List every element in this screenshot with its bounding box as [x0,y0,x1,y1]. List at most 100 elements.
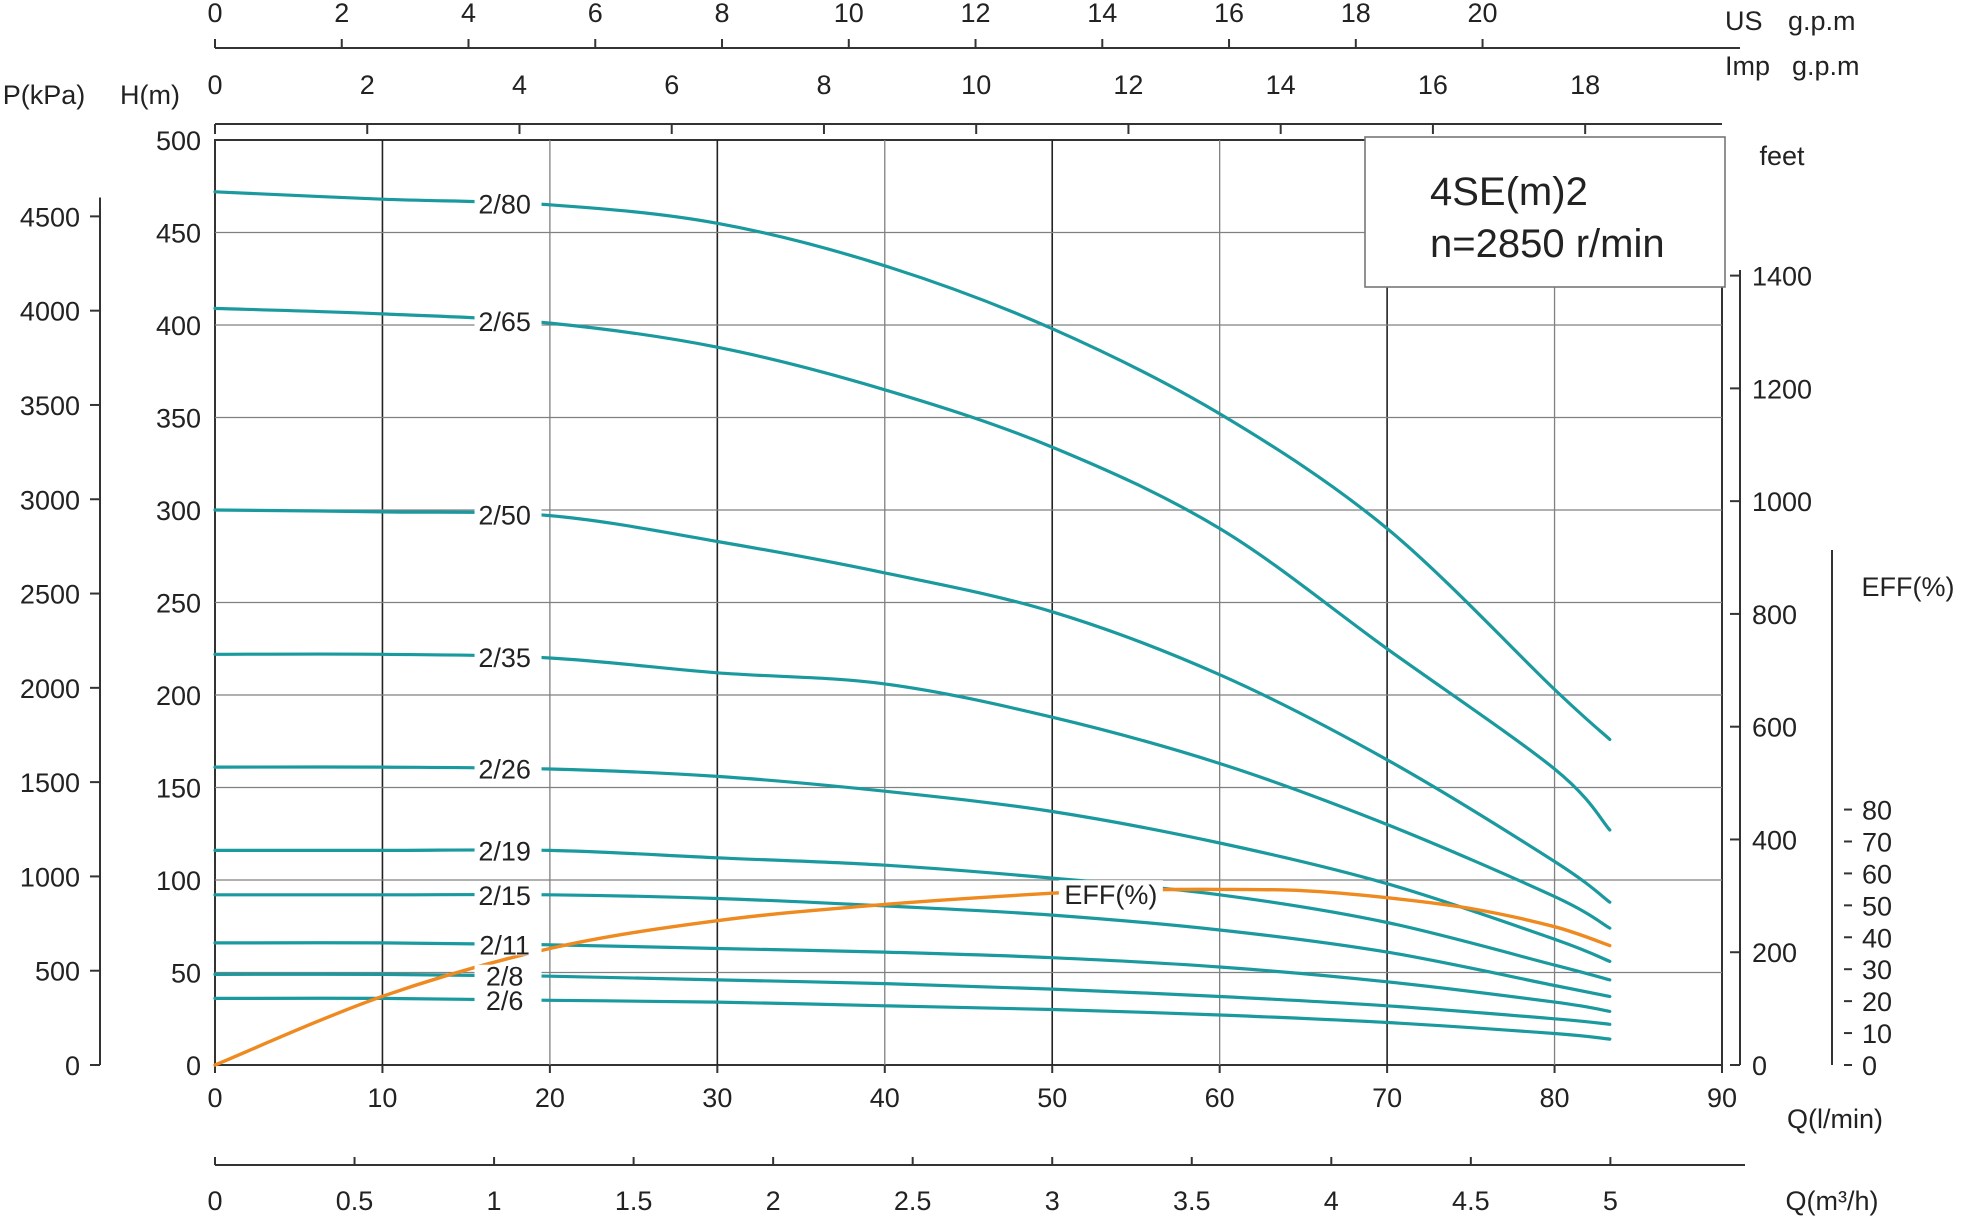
y-tick-label: 350 [156,404,201,434]
us-gpm-tick-label: 8 [715,0,730,28]
y-axis-label: H(m) [120,80,180,110]
curve-label-gap [474,988,542,1011]
us-gpm-label-gpm: g.p.m [1788,6,1856,36]
kpa-tick-label: 0 [65,1051,80,1081]
m3h-tick-label: 2 [766,1186,781,1216]
kpa-tick-label: 4000 [20,297,80,327]
curve-label-gap [474,309,542,332]
curve-label-2-26: 2/26 [478,755,531,785]
imp-gpm-tick-label: 12 [1113,70,1143,100]
chart-title: 4SE(m)2 [1430,170,1588,214]
m3h-tick-label: 2.5 [894,1186,932,1216]
model-info-box: 4SE(m)2 n=2850 r/min [1364,136,1726,288]
curve-label-gap [474,192,542,215]
axes-layer: 0 10 20 30 40 50 60 70 80 90Q(l/min)0 0.5 1 1.5 2 2.5 3… [3,0,1955,1216]
eff-axis-label: EFF(%) [1862,572,1955,602]
m3h-tick-label: 3 [1045,1186,1060,1216]
us-gpm-tick-label: 6 [588,0,603,28]
imp-gpm-tick-label: 16 [1418,70,1448,100]
us-gpm-tick-label: 2 [334,0,349,28]
kpa-tick-label: 3500 [20,391,80,421]
grid-layer [214,139,1723,1066]
kpa-tick-label: 4500 [20,202,80,232]
curve-label-gap [474,646,542,669]
eff-tick-label: 30 [1862,955,1892,985]
y-tick-label: 400 [156,311,201,341]
us-gpm-tick-label: 20 [1468,0,1498,28]
head-curve-2-19 [213,848,1612,982]
m3h-tick-label: 1 [487,1186,502,1216]
label-layer: 2/80 2/65 2/50 2/35 2/26 2/19 2/15 2/112/82/6 EF… [474,189,1163,1016]
x-tick-label: 30 [702,1083,732,1113]
m3h-tick-label: 0.5 [336,1186,374,1216]
y-tick-label: 450 [156,219,201,249]
imp-gpm-tick-label: 10 [961,70,991,100]
feet-tick-label: 1000 [1752,487,1812,517]
kpa-tick-label: 3000 [20,485,80,515]
imp-gpm-tick-label: 4 [512,70,527,100]
kpa-tick-label: 2000 [20,674,80,704]
x-axis-label: Q(l/min) [1787,1104,1883,1134]
curve-label-2-8: 2/8 [486,962,524,992]
head-curve-2-11 [213,941,1612,1013]
us-gpm-tick-label: 4 [461,0,476,28]
curve-label-2-65: 2/65 [478,307,531,337]
feet-tick-label: 200 [1752,938,1797,968]
m3h-tick-label: 5 [1603,1186,1618,1216]
feet-tick-label: 800 [1752,600,1797,630]
curve-layer [213,190,1612,1067]
imp-gpm-tick-label: 6 [664,70,679,100]
curve-label-2-50: 2/50 [478,501,531,531]
head-curve-2-50 [213,508,1612,904]
x-tick-label: 90 [1707,1083,1737,1113]
curve-label-gap [474,839,542,862]
m3h-tick-label: 4 [1324,1186,1339,1216]
curve-label-gap [474,964,542,987]
x-tick-label: 20 [535,1083,565,1113]
head-curve-2-65 [213,306,1612,832]
curve-label-2-11: 2/11 [479,930,530,960]
kpa-tick-label: 1000 [20,862,80,892]
m3h-tick-label: 1.5 [615,1186,653,1216]
y-tick-label: 150 [156,774,201,804]
eff-tick-label: 70 [1862,827,1892,857]
curve-label-2-35: 2/35 [478,643,531,673]
curve-label-gap [474,757,542,780]
feet-tick-label: 600 [1752,713,1797,743]
curve-label-gap [474,883,542,906]
head-curve-2-26 [213,765,1612,963]
m3h-tick-label: 0 [207,1186,222,1216]
y-tick-label: 200 [156,681,201,711]
us-gpm-tick-label: 12 [961,0,991,28]
imp-gpm-tick-label: 14 [1266,70,1296,100]
curve-label-gap [474,933,542,956]
curve-label-gap [474,503,542,526]
us-gpm-tick-label: 0 [207,0,222,28]
eff-tick-label: 80 [1862,796,1892,826]
head-curve-2-6 [213,996,1612,1041]
x-tick-label: 60 [1205,1083,1235,1113]
imp-gpm-tick-label: 0 [207,70,222,100]
y-tick-label: 250 [156,589,201,619]
imp-gpm-tick-label: 18 [1570,70,1600,100]
y-tick-label: 0 [186,1051,201,1081]
us-gpm-tick-label: 14 [1087,0,1117,28]
efficiency-curve [213,887,1612,1067]
y-tick-label: 100 [156,866,201,896]
efficiency-label-gap [1058,880,1163,909]
chart-subtitle: n=2850 r/min [1430,222,1665,266]
y-tick-label: 500 [156,126,201,156]
m3h-tick-label: 3.5 [1173,1186,1211,1216]
feet-tick-label: 400 [1752,825,1797,855]
kpa-axis-label: P(kPa) [3,80,86,110]
curve-label-2-80: 2/80 [478,189,531,219]
y-tick-label: 50 [171,959,201,989]
us-gpm-tick-label: 18 [1341,0,1371,28]
us-gpm-label-us: US [1725,6,1763,36]
curve-label-2-15: 2/15 [478,881,531,911]
x-tick-label: 50 [1037,1083,1067,1113]
imp-gpm-tick-label: 2 [360,70,375,100]
head-curve-2-15 [213,892,1612,999]
